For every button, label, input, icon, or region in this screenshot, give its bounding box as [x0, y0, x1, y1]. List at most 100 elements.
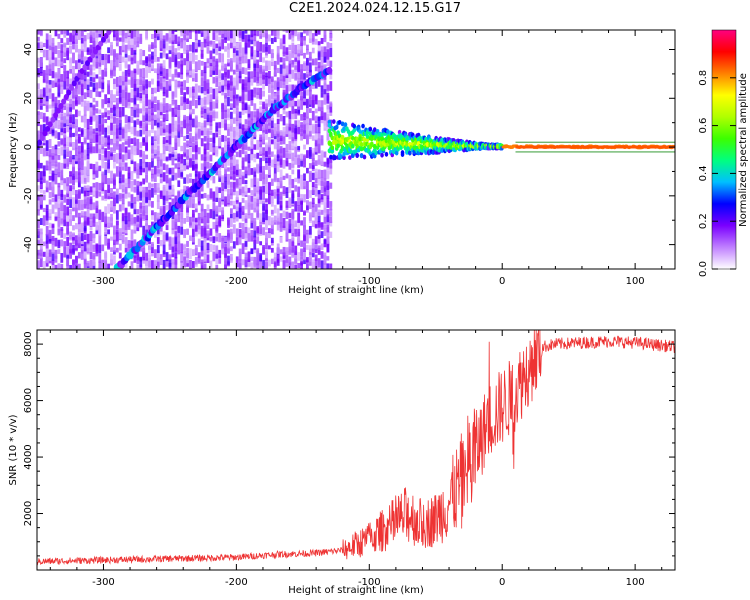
noise-cell	[177, 72, 181, 78]
noise-cell	[303, 118, 306, 125]
noise-cell	[89, 89, 93, 99]
noise-cell	[162, 97, 166, 107]
noise-cell	[80, 115, 84, 123]
noise-cell	[256, 108, 260, 118]
noise-cell	[253, 174, 257, 186]
noise-cell	[189, 124, 192, 132]
noise-cell	[212, 56, 216, 62]
noise-cell	[37, 200, 40, 208]
noise-cell	[308, 96, 312, 105]
signal-band-cell	[368, 126, 373, 132]
noise-cell	[285, 231, 289, 240]
noise-cell	[311, 252, 315, 258]
noise-cell	[288, 140, 292, 151]
noise-cell	[256, 40, 260, 51]
noise-cell	[153, 68, 157, 73]
noise-cell	[142, 50, 146, 57]
noise-cell	[77, 172, 81, 183]
y-tick-label: 8000	[23, 331, 34, 356]
noise-cell	[209, 188, 213, 199]
noise-cell	[39, 182, 43, 188]
noise-cell	[165, 89, 169, 98]
noise-cell	[194, 39, 198, 50]
noise-cell	[259, 111, 263, 120]
noise-cell	[250, 201, 254, 210]
noise-cell	[174, 172, 178, 181]
x-tick-label: 100	[626, 577, 645, 588]
noise-cell	[259, 52, 263, 63]
noise-cell	[45, 140, 49, 151]
noise-cell	[48, 139, 52, 149]
noise-cell	[136, 264, 140, 269]
noise-cell	[115, 53, 119, 60]
noise-cell	[209, 130, 213, 135]
noise-cell	[66, 47, 70, 56]
noise-cell	[206, 212, 210, 224]
y-tick-label: 4000	[23, 444, 34, 469]
noise-cell	[168, 34, 172, 44]
noise-cell	[80, 94, 84, 102]
noise-cell	[145, 154, 148, 160]
noise-cell	[235, 213, 239, 222]
noise-cell	[101, 211, 105, 223]
noise-cell	[285, 100, 289, 109]
noise-cell	[215, 145, 219, 157]
noise-cell	[221, 73, 225, 80]
faint-track-cell	[71, 80, 77, 87]
noise-cell	[121, 180, 125, 189]
noise-cell	[37, 89, 40, 97]
noise-cell	[171, 217, 175, 229]
noise-cell	[203, 240, 207, 246]
noise-cell	[45, 85, 49, 93]
noise-cell	[45, 65, 49, 75]
signal-band-cell	[329, 141, 333, 147]
noise-cell	[329, 33, 333, 42]
noise-cell	[323, 260, 327, 269]
noise-cell	[314, 30, 318, 37]
noise-cell	[183, 177, 187, 184]
noise-cell	[212, 191, 216, 202]
noise-cell	[247, 80, 251, 91]
noise-cell	[288, 223, 292, 233]
x-tick-label: -100	[358, 577, 381, 588]
noise-cell	[303, 52, 306, 59]
noise-cell	[92, 213, 96, 223]
noise-cell	[282, 175, 286, 180]
noise-cell	[297, 169, 301, 179]
noise-cell	[294, 65, 298, 71]
noise-cell	[320, 222, 324, 230]
noise-cell	[311, 123, 315, 134]
noise-cell	[142, 186, 146, 198]
noise-cell	[110, 122, 113, 131]
noise-cell	[232, 97, 236, 108]
signal-band-cell	[406, 146, 411, 152]
noise-cell	[153, 147, 157, 155]
noise-cell	[294, 146, 298, 158]
noise-cell	[171, 237, 175, 247]
noise-cell	[104, 237, 108, 246]
noise-cell	[224, 46, 227, 52]
noise-cell	[142, 93, 146, 105]
noise-cell	[168, 66, 172, 77]
noise-cell	[250, 212, 254, 221]
noise-cell	[200, 60, 204, 66]
noise-cell	[294, 30, 298, 37]
noise-cell	[151, 51, 154, 60]
noise-cell	[83, 149, 87, 161]
noise-cell	[253, 256, 257, 268]
noise-cell	[156, 63, 160, 74]
colorbar-gradient	[711, 29, 737, 270]
noise-cell	[250, 46, 254, 54]
noise-cell	[60, 253, 64, 263]
noise-cell	[311, 185, 315, 195]
noise-cell	[197, 122, 201, 128]
noise-cell	[139, 185, 143, 192]
signal-band-cell	[340, 121, 345, 127]
noise-cell	[101, 147, 105, 154]
noise-cell	[148, 199, 151, 207]
noise-cell	[127, 116, 131, 123]
noise-cell	[244, 184, 248, 196]
snr-series-line	[37, 330, 675, 566]
noise-cell	[168, 49, 172, 55]
noise-cell	[270, 76, 274, 82]
